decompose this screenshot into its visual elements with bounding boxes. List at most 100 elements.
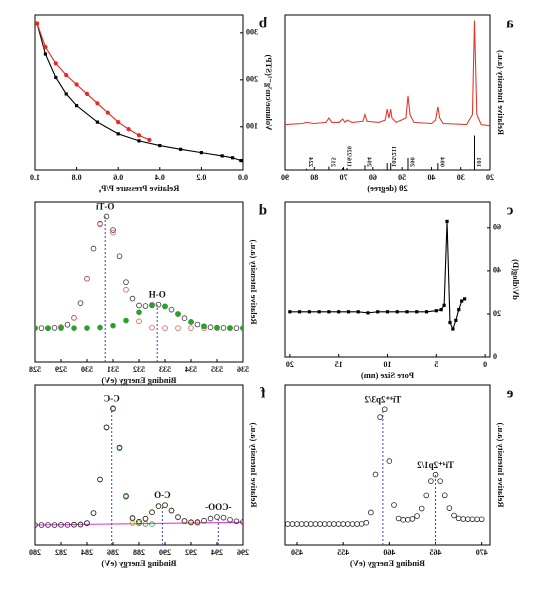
data-point: [294, 521, 300, 527]
data-point: [155, 503, 162, 509]
x-tick-label: 0.0: [238, 173, 248, 182]
data-point: [71, 521, 77, 528]
data-point: [454, 318, 458, 323]
x-tick-label: 532: [133, 365, 145, 374]
data-point: [58, 522, 64, 528]
data-point: [366, 311, 370, 315]
data-point: [181, 315, 188, 322]
data-point: [289, 521, 296, 527]
peak-label: C-O: [154, 490, 171, 500]
plot-area: [285, 20, 490, 170]
data-point: [240, 325, 243, 331]
data-point: [432, 471, 439, 478]
y-axis-title: Relative Intensity (a.u.): [496, 422, 506, 507]
y-axis-title: Volume/cm³g⁻¹(STP): [264, 54, 274, 130]
data-point: [418, 505, 425, 512]
data-point: [129, 520, 136, 526]
data-point: [445, 219, 449, 223]
data-point: [331, 521, 337, 527]
x-tick-label: 529: [55, 365, 67, 374]
data-point: [97, 476, 103, 483]
x-tick-label: 0.6: [113, 173, 123, 182]
data-point: [71, 315, 77, 321]
x-tick-label: 528: [29, 365, 41, 374]
peak-label: 101: [475, 157, 482, 167]
data-point: [451, 327, 455, 331]
data-point: [110, 322, 116, 329]
data-point: [123, 286, 129, 293]
data-point: [220, 325, 227, 331]
data-point: [474, 516, 480, 523]
data-point: [199, 151, 203, 155]
series-line: [36, 23, 150, 141]
data-point: [385, 310, 390, 314]
data-point: [414, 513, 420, 519]
data-point: [77, 300, 84, 306]
x-tick-label: 536: [237, 365, 249, 374]
data-point: [149, 302, 155, 309]
data-point: [434, 309, 438, 313]
x-tick-label: 282: [55, 548, 67, 557]
data-point: [110, 405, 116, 412]
peak-label: 200: [409, 157, 416, 167]
data-point: [64, 73, 69, 78]
data-point: [149, 521, 155, 527]
data-point: [346, 310, 351, 314]
data-point: [231, 156, 235, 160]
panel: e 450 455 460 465 470 Binding Energy (eV) Relat…: [284, 384, 513, 568]
data-point: [136, 518, 142, 525]
x-axis-title: Relative Pressure P/P₀: [98, 183, 179, 193]
data-point: [175, 311, 181, 317]
data-point: [116, 119, 121, 125]
peak-label: 204: [365, 157, 372, 168]
data-point: [137, 139, 141, 143]
panel: b 0.0 0.2 0.4 0.6 0.8 1.0 100 200 300 Relative Pre…: [30, 14, 274, 193]
data-point: [214, 514, 220, 520]
data-point: [317, 310, 321, 314]
peak-label: C-C: [104, 393, 120, 403]
panel-letter: c: [506, 202, 513, 218]
data-point: [97, 324, 103, 331]
data-point: [415, 310, 419, 314]
y-axis-title: dV/dlog(D): [511, 259, 521, 300]
data-point: [395, 515, 402, 522]
data-point: [377, 414, 383, 420]
data-point: [149, 324, 155, 331]
data-point: [188, 519, 194, 525]
x-tick-label: 286: [107, 548, 119, 557]
data-point: [448, 320, 452, 325]
x-tick-label: 40: [427, 173, 435, 182]
data-point: [123, 317, 129, 324]
data-point: [214, 324, 220, 331]
data-point: [288, 310, 292, 314]
y-tick-label: 40: [493, 266, 501, 275]
data-point: [123, 279, 129, 285]
data-point: [298, 310, 302, 314]
x-axis-title: Binding Energy (eV): [101, 375, 176, 385]
data-point: [442, 303, 446, 307]
y-tick-label: 100: [246, 122, 258, 131]
x-tick-label: 465: [430, 548, 442, 557]
x-tick-label: 70: [340, 173, 348, 182]
data-point: [409, 516, 416, 522]
panel: d 528 529 530 531 532 533 534 535 536 Binding Ener…: [29, 201, 267, 385]
data-point: [136, 133, 142, 138]
data-point: [116, 253, 123, 260]
data-point: [116, 444, 123, 451]
x-axis-title: 2θ (degree): [367, 183, 408, 193]
data-point: [326, 521, 333, 527]
data-point: [71, 325, 77, 331]
data-point: [110, 227, 116, 233]
data-point: [45, 522, 51, 528]
data-point: [376, 310, 380, 314]
peak-label: Ti⁴⁺2p1/2: [417, 460, 454, 470]
data-point: [155, 301, 162, 308]
data-point: [64, 321, 71, 328]
series-line: [285, 20, 490, 127]
data-point: [423, 492, 430, 499]
x-tick-label: 294: [211, 548, 223, 557]
data-point: [386, 458, 393, 464]
data-point: [441, 492, 448, 499]
data-point: [381, 406, 388, 413]
